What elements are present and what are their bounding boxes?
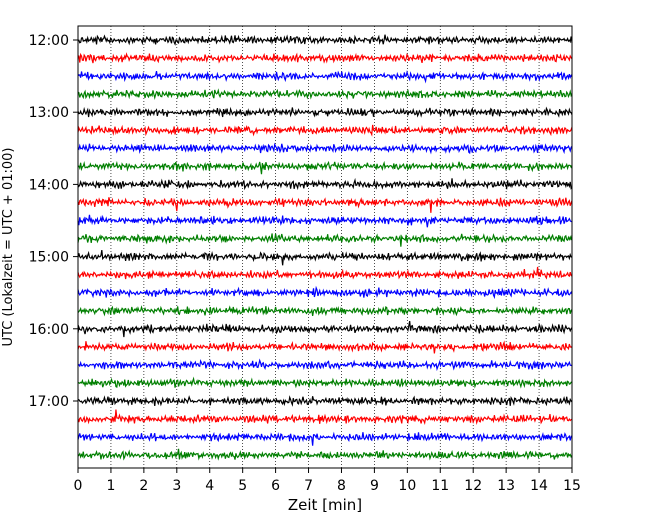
x-tick-label: 6 [271, 478, 280, 494]
x-tick-label: 4 [205, 478, 214, 494]
trace-line [77, 305, 573, 317]
x-tick-label: 5 [238, 478, 247, 494]
trace-line [77, 70, 573, 84]
trace-line [77, 197, 573, 213]
x-axis: 0 1 2 3 4 5 6 7 8 9 10 11 12 13 14 15 [74, 468, 581, 494]
y-tick-label: 14:00 [29, 177, 69, 193]
x-tick-label: 8 [337, 478, 346, 494]
trace-line [77, 266, 573, 280]
trace-line [77, 88, 573, 101]
y-tick-label: 13:00 [29, 105, 69, 121]
y-axis: 12:00 13:00 14:00 15:00 16:00 17:00 [29, 33, 78, 410]
x-tick-label: 1 [106, 478, 115, 494]
trace-line [77, 376, 573, 389]
x-tick-label: 3 [172, 478, 181, 494]
x-tick-label: 13 [497, 478, 515, 494]
trace-line [77, 214, 573, 228]
trace-line [77, 431, 573, 446]
x-tick-label: 2 [139, 478, 148, 494]
traces [77, 34, 573, 461]
x-tick-label: 0 [74, 478, 83, 494]
trace-line [77, 142, 573, 155]
trace-line [77, 340, 573, 354]
trace-line [77, 124, 573, 137]
x-tick-label: 12 [464, 478, 482, 494]
x-tick-label: 7 [304, 478, 313, 494]
y-tick-label: 17:00 [29, 394, 69, 410]
x-tick-label: 15 [563, 478, 581, 494]
trace-line [77, 160, 573, 175]
trace-line [77, 285, 573, 300]
y-tick-label: 12:00 [29, 33, 69, 49]
y-tick-label: 16:00 [29, 322, 69, 338]
trace-line [77, 409, 573, 426]
trace-line [77, 106, 573, 118]
x-tick-label: 9 [370, 478, 379, 494]
x-tick-label: 11 [431, 478, 449, 494]
x-tick-label: 10 [398, 478, 416, 494]
trace-line [77, 358, 573, 372]
trace-line [77, 34, 573, 46]
trace-line [77, 249, 573, 266]
trace-line [77, 320, 573, 338]
trace-line [77, 52, 573, 64]
trace-line [77, 448, 573, 461]
y-axis-label: UTC (Lokalzeit = UTC + 01:00) [1, 148, 16, 347]
trace-line [77, 233, 573, 247]
x-axis-label: Zeit [min] [288, 496, 362, 514]
plot-frame [77, 25, 573, 469]
x-tick-label: 14 [530, 478, 548, 494]
trace-line [77, 177, 573, 191]
trace-line [77, 395, 573, 407]
y-tick-label: 15:00 [29, 250, 69, 266]
